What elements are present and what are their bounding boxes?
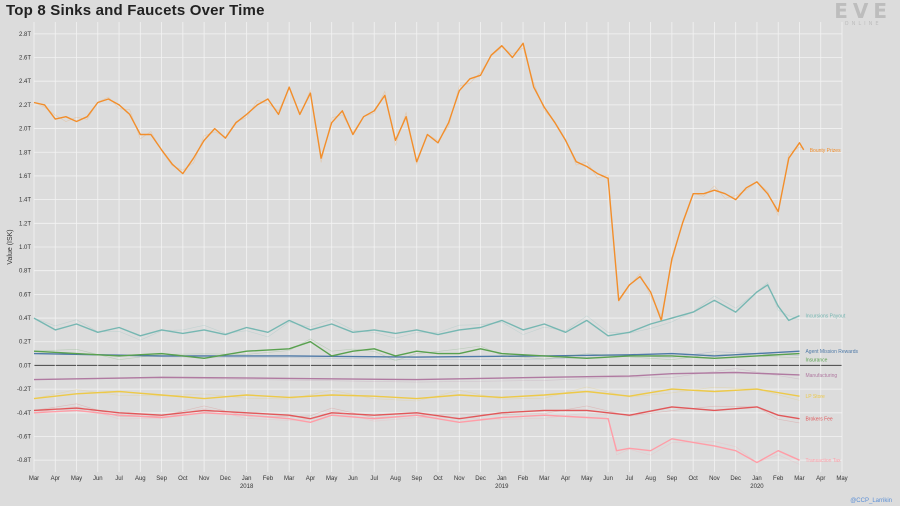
- series-line: [33, 409, 800, 464]
- y-tick-label: 2.0T: [19, 127, 31, 133]
- x-tick-label: Jul: [626, 476, 634, 482]
- x-tick-label: Aug: [645, 476, 656, 482]
- series-label: Agent Mission Rewards: [805, 349, 858, 355]
- series-label: Brokers Fee: [805, 417, 832, 423]
- x-tick-label: Jan: [497, 476, 507, 482]
- series-raw-line: [33, 405, 800, 465]
- x-tick-label: Jun: [93, 476, 103, 482]
- x-tick-label: Oct: [433, 476, 443, 482]
- y-tick-label: 2.6T: [19, 56, 31, 62]
- series-line: [33, 406, 800, 420]
- x-tick-label: May: [71, 476, 82, 482]
- series-line: [33, 388, 800, 400]
- x-tick-label: May: [836, 476, 847, 482]
- y-tick-label: 1.6T: [19, 174, 31, 180]
- x-tick-label: May: [581, 476, 592, 482]
- logo-wordmark: EVE: [834, 0, 892, 23]
- x-tick-label: Nov: [199, 476, 210, 482]
- series-line: [33, 284, 800, 337]
- y-tick-label: 0.0T: [19, 363, 31, 369]
- x-tick-label: Jun: [603, 476, 613, 482]
- x-tick-label: Apr: [561, 476, 570, 482]
- x-tick-label: Nov: [454, 476, 465, 482]
- x-year-label: 2020: [750, 484, 764, 490]
- y-tick-label: -0.2T: [17, 387, 31, 393]
- x-tick-label: Dec: [730, 476, 741, 482]
- x-tick-label: Apr: [51, 476, 60, 482]
- x-tick-label: Apr: [816, 476, 825, 482]
- series-line: [33, 42, 805, 322]
- x-tick-label: Sep: [667, 476, 678, 482]
- series-label: LP Store: [805, 394, 825, 400]
- series-label: Insurance: [805, 358, 827, 364]
- x-tick-label: Jul: [370, 476, 378, 482]
- x-tick-label: Mar: [794, 476, 804, 482]
- y-tick-label: 1.2T: [19, 221, 31, 227]
- x-tick-label: Aug: [390, 476, 401, 482]
- eve-online-logo: EVE ONLINE: [834, 1, 892, 27]
- chart-title: Top 8 Sinks and Faucets Over Time: [6, 2, 265, 19]
- series-raw-line: [33, 368, 800, 383]
- x-year-label: 2018: [240, 484, 254, 490]
- series-line: [33, 350, 800, 358]
- y-tick-label: 0.2T: [19, 340, 31, 346]
- y-tick-label: 2.2T: [19, 103, 31, 109]
- x-tick-label: Sep: [156, 476, 167, 482]
- y-tick-label: 0.4T: [19, 316, 31, 322]
- logo-subtitle: ONLINE: [844, 21, 882, 27]
- series-raw-line: [33, 338, 800, 362]
- series-line: [33, 341, 800, 359]
- x-tick-label: Apr: [306, 476, 315, 482]
- y-tick-label: -0.6T: [17, 434, 31, 440]
- x-tick-label: Oct: [688, 476, 698, 482]
- x-tick-label: May: [326, 476, 337, 482]
- x-tick-label: Jun: [348, 476, 358, 482]
- y-tick-label: 1.8T: [19, 150, 31, 156]
- x-year-label: 2019: [495, 484, 509, 490]
- x-tick-label: Mar: [29, 476, 39, 482]
- x-tick-label: Jul: [115, 476, 123, 482]
- y-tick-label: 1.4T: [19, 198, 31, 204]
- x-tick-label: Mar: [539, 476, 549, 482]
- y-tick-label: -0.8T: [17, 458, 31, 464]
- y-tick-label: -0.4T: [17, 411, 31, 417]
- series-line: [33, 371, 800, 381]
- x-tick-label: Sep: [411, 476, 422, 482]
- y-tick-label: 2.8T: [19, 32, 31, 38]
- y-tick-label: 0.8T: [19, 269, 31, 275]
- x-tick-label: Dec: [220, 476, 231, 482]
- series-raw-line: [33, 351, 800, 360]
- x-tick-label: Feb: [518, 476, 529, 482]
- y-tick-label: 2.4T: [19, 79, 31, 85]
- x-tick-label: Feb: [263, 476, 274, 482]
- x-tick-label: Nov: [709, 476, 720, 482]
- author-credit: @CCP_Larrikin: [850, 498, 892, 504]
- series-raw-line: [33, 386, 800, 402]
- x-tick-label: Aug: [135, 476, 146, 482]
- series-label: Bounty Prizes: [810, 148, 841, 154]
- series-label: Incursions Payout: [805, 314, 845, 320]
- x-tick-label: Feb: [773, 476, 784, 482]
- y-axis-label: Value (ISK): [7, 229, 14, 264]
- x-tick-label: Oct: [178, 476, 188, 482]
- x-tick-label: Mar: [284, 476, 294, 482]
- y-tick-label: 0.6T: [19, 292, 31, 298]
- x-tick-label: Jan: [752, 476, 762, 482]
- y-tick-label: 1.0T: [19, 245, 31, 251]
- series-label: Transaction Tax: [805, 458, 841, 464]
- x-tick-label: Jan: [242, 476, 252, 482]
- series-label: Manufacturing: [805, 373, 837, 379]
- x-tick-label: Dec: [475, 476, 486, 482]
